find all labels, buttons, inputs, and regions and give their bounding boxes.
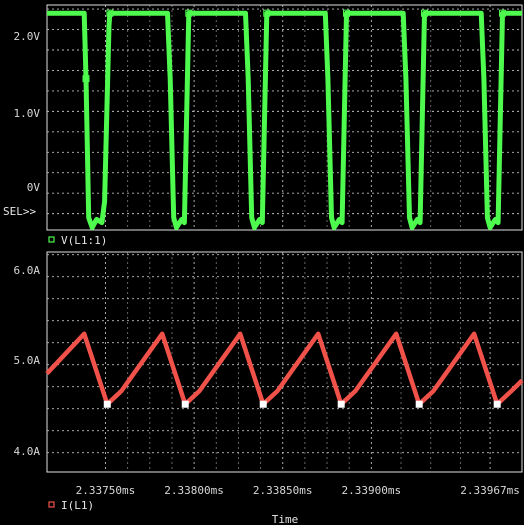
current-y-tick-5: 5.0A bbox=[14, 354, 41, 367]
series-point-marker bbox=[82, 75, 90, 83]
series-point-marker bbox=[499, 9, 507, 17]
current-markers bbox=[103, 400, 501, 408]
voltage-legend-label: V(L1:1) bbox=[61, 234, 107, 247]
series-point-marker bbox=[337, 400, 345, 408]
current-plot-frame bbox=[46, 251, 523, 473]
current-legend: I(L1) bbox=[48, 499, 94, 512]
current-plot: 6.0A 5.0A 4.0A bbox=[14, 251, 524, 473]
voltage-grid bbox=[47, 5, 522, 230]
current-legend-marker bbox=[48, 501, 55, 508]
voltage-y-tick-1: 1.0V bbox=[14, 107, 41, 120]
series-point-marker bbox=[106, 9, 114, 17]
series-point-marker bbox=[103, 400, 111, 408]
voltage-legend-marker bbox=[48, 236, 55, 243]
current-grid bbox=[47, 252, 522, 472]
voltage-plot-frame bbox=[46, 4, 523, 231]
current-y-tick-6: 6.0A bbox=[14, 264, 41, 277]
voltage-plot: 2.0V 1.0V 0V SEL>> bbox=[3, 4, 523, 231]
x-tick-label: 2.33800ms bbox=[164, 484, 224, 497]
series-point-marker bbox=[185, 9, 193, 17]
x-axis-title: Time bbox=[272, 513, 299, 525]
series-point-marker bbox=[263, 9, 271, 17]
voltage-legend: V(L1:1) bbox=[48, 234, 107, 247]
series-point-marker bbox=[181, 400, 189, 408]
voltage-series-line bbox=[47, 10, 522, 230]
series-point-marker bbox=[421, 9, 429, 17]
x-tick-label: 2.33967ms bbox=[460, 484, 520, 497]
voltage-markers bbox=[82, 9, 507, 83]
series-point-marker bbox=[415, 400, 423, 408]
x-tick-label: 2.33750ms bbox=[76, 484, 136, 497]
current-legend-label: I(L1) bbox=[61, 499, 94, 512]
current-series-line bbox=[45, 331, 524, 407]
series-point-marker bbox=[343, 9, 351, 17]
series-point-marker bbox=[493, 400, 501, 408]
sel-label[interactable]: SEL>> bbox=[3, 205, 36, 218]
x-tick-labels: 2.33750ms 2.33800ms 2.33850ms 2.33900ms … bbox=[76, 484, 520, 497]
voltage-y-tick-2: 2.0V bbox=[14, 30, 41, 43]
voltage-y-tick-0: 0V bbox=[27, 181, 41, 194]
series-point-marker bbox=[259, 400, 267, 408]
x-tick-label: 2.33850ms bbox=[253, 484, 313, 497]
x-tick-label: 2.33900ms bbox=[342, 484, 402, 497]
current-y-tick-4: 4.0A bbox=[14, 445, 41, 458]
